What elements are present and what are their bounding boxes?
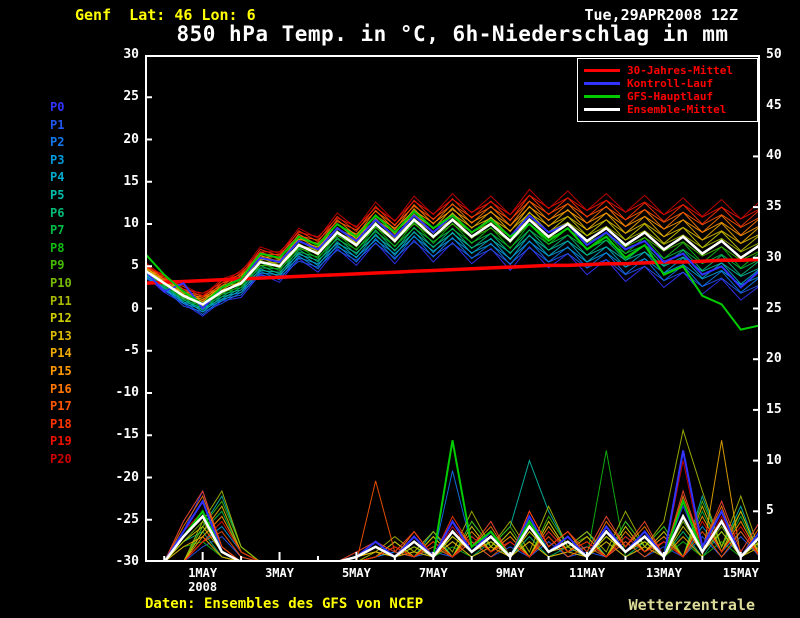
left-axis-tick-label: -25 <box>115 511 139 527</box>
series-line <box>145 520 760 562</box>
ensemble-member-label: P10 <box>50 276 72 290</box>
series-line <box>145 200 760 301</box>
legend-label: Kontroll-Lauf <box>627 77 714 90</box>
left-axis-tick-label: 0 <box>131 300 139 316</box>
chart-title: 850 hPa Temp. in °C, 6h-Niederschlag in … <box>176 22 729 46</box>
ensemble-member-label: P15 <box>50 364 72 378</box>
left-axis-tick-label: -5 <box>123 342 139 358</box>
left-axis-tick-label: 10 <box>123 216 139 231</box>
x-axis-tick-label: 9MAY <box>495 566 525 580</box>
ensemble-member-label: P5 <box>50 188 65 202</box>
ensemble-member-label: P6 <box>50 205 65 220</box>
left-axis-tick-label: -10 <box>115 385 139 400</box>
ensemble-member-label: P19 <box>50 434 72 449</box>
right-axis-tick-label: 25 <box>766 300 782 316</box>
series-line <box>145 257 760 285</box>
right-axis-tick-label: 50 <box>766 47 782 62</box>
x-axis-tick-label: 1MAY <box>188 566 218 580</box>
ensemble-member-label: P9 <box>50 258 65 273</box>
legend-line-sample <box>584 108 620 111</box>
data-source-label: Daten: Ensembles des GFS von NCEP <box>145 596 424 612</box>
right-axis-tick-label: 10 <box>766 452 782 468</box>
x-axis-tick-label: 13MAY <box>645 566 682 580</box>
right-axis-tick-label: 45 <box>766 97 782 113</box>
ensemble-member-label: P4 <box>50 170 65 185</box>
right-axis-tick-label: 30 <box>766 249 782 265</box>
right-axis-tick-label: 20 <box>766 351 782 367</box>
x-axis-tick-label: 7MAY <box>418 566 448 580</box>
x-axis-year-label: 2008 <box>188 580 218 594</box>
ensemble-member-label: P17 <box>50 399 72 414</box>
brand-label: Wetterzentrale <box>628 596 755 614</box>
plot-svg <box>145 55 760 562</box>
legend-line-sample <box>584 82 620 85</box>
x-axis-tick-label: 5MAY <box>341 566 371 580</box>
left-axis-tick-label: -15 <box>115 427 139 443</box>
ensemble-member-label: P0 <box>50 100 65 114</box>
series-line <box>145 194 760 299</box>
left-axis-tick-label: 30 <box>123 47 139 62</box>
right-axis-tick-label: 35 <box>766 199 782 215</box>
legend-row: 30-Jahres-Mittel <box>584 64 751 77</box>
ensemble-member-label: P12 <box>50 311 72 326</box>
series-line <box>145 513 760 562</box>
left-axis-tick-label: 15 <box>123 173 139 189</box>
x-axis-tick-label: 15MAY <box>722 566 759 580</box>
ensemble-member-label: P3 <box>50 152 65 167</box>
ensemble-member-label: P11 <box>50 293 72 308</box>
series-line <box>145 440 760 562</box>
series-line <box>145 241 760 313</box>
ensemble-member-label: P1 <box>50 117 65 132</box>
left-axis-tick-label: -30 <box>115 554 139 569</box>
ensemble-member-label: P14 <box>50 346 72 361</box>
legend-row: Ensemble-Mittel <box>584 103 751 116</box>
legend-row: Kontroll-Lauf <box>584 77 751 90</box>
left-axis-tick-label: 25 <box>123 89 139 105</box>
legend-label: Ensemble-Mittel <box>627 103 727 116</box>
left-axis-tick-label: 5 <box>131 258 139 274</box>
legend-row: GFS-Hauptlauf <box>584 90 751 103</box>
plot-border <box>145 55 760 562</box>
legend-box: 30-Jahres-Mittel Kontroll-Lauf GFS-Hauptla… <box>577 58 758 122</box>
ensemble-member-label: P18 <box>50 416 72 431</box>
station-label: Genf Lat: 46 Lon: 6 <box>75 6 256 24</box>
ensemble-member-label: P20 <box>50 452 72 466</box>
legend-line-sample <box>584 69 620 72</box>
left-axis-tick-label: -20 <box>115 469 139 485</box>
right-axis-tick-label: 15 <box>766 401 782 417</box>
ensemble-member-label: P7 <box>50 223 65 238</box>
series-line <box>145 235 760 316</box>
ensemble-member-label: P13 <box>50 328 72 343</box>
x-axis-tick-label: 11MAY <box>568 566 606 580</box>
series-line <box>145 218 760 306</box>
x-axis-tick-label: 3MAY <box>265 566 294 580</box>
run-datetime-label: Tue,29APR2008 12Z <box>584 6 738 24</box>
legend-label: GFS-Hauptlauf <box>627 90 714 103</box>
ensemble-member-label: P16 <box>50 381 72 396</box>
series-line <box>145 188 760 297</box>
series-line <box>145 239 760 317</box>
ensemble-member-label: P2 <box>50 135 65 150</box>
ensemble-member-label: P8 <box>50 240 65 255</box>
series-line <box>145 428 760 562</box>
series-line <box>145 211 760 305</box>
right-axis-tick-label: 40 <box>766 148 782 164</box>
legend-line-sample <box>584 95 620 98</box>
series-line <box>145 226 760 311</box>
legend-label: 30-Jahres-Mittel <box>627 64 733 77</box>
left-axis-tick-label: 20 <box>123 131 139 147</box>
series-line <box>145 209 760 331</box>
right-axis-tick-label: 5 <box>766 503 774 519</box>
